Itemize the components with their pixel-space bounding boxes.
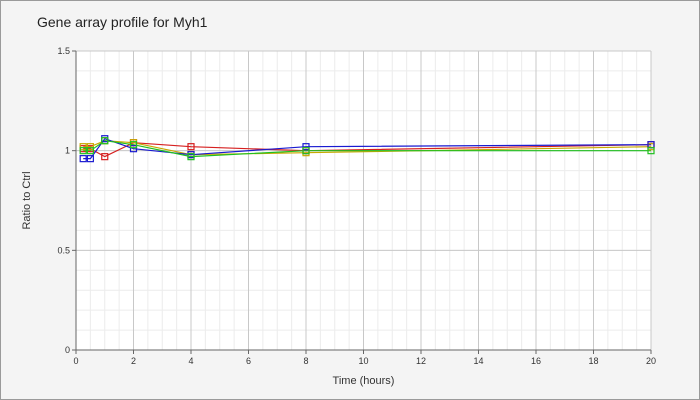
- series-4-point: [647, 147, 655, 155]
- series-1-point: [101, 153, 109, 161]
- y-tick-label: 1: [65, 146, 70, 156]
- series-4-point: [187, 153, 195, 161]
- x-tick-label: 6: [246, 356, 251, 366]
- series-1-point: [187, 143, 195, 151]
- x-tick-label: 8: [303, 356, 308, 366]
- x-tick-label: 10: [358, 356, 368, 366]
- series-4-point: [101, 137, 109, 145]
- series-4-point: [86, 147, 94, 155]
- series-line-3: [83, 137, 652, 160]
- series-3-point: [129, 145, 138, 153]
- chart-title: Gene array profile for Myh1: [37, 14, 208, 30]
- series-3-point: [302, 143, 310, 151]
- series-4-point: [302, 147, 310, 155]
- series-3-point: [79, 155, 87, 163]
- x-tick-label: 0: [73, 356, 78, 366]
- y-tick-label: 0.5: [57, 245, 70, 255]
- y-tick-label: 1.5: [57, 46, 70, 56]
- series-4-point: [79, 147, 87, 155]
- x-tick-label: 2: [131, 356, 136, 366]
- x-tick-label: 16: [531, 356, 541, 366]
- y-axis-ticks: 0 0.5 1 1.5: [57, 46, 76, 355]
- series-4-point: [129, 141, 138, 149]
- x-tick-label: 20: [646, 356, 656, 366]
- x-tick-label: 12: [416, 356, 426, 366]
- x-tick-label: 4: [188, 356, 193, 366]
- y-tick-label: 0: [65, 345, 70, 355]
- x-tick-label: 18: [588, 356, 598, 366]
- series-line-2: [83, 140, 652, 156]
- x-axis-ticks: 0 2 4 6 8 10 12 14 16 18 20: [73, 350, 656, 366]
- y-axis-label: Ratio to Ctrl: [21, 171, 33, 229]
- series-2-point: [86, 143, 94, 151]
- x-tick-label: 14: [473, 356, 483, 366]
- x-axis-label: Time (hours): [333, 375, 395, 387]
- series-line-4: [83, 140, 651, 158]
- series-2-point: [79, 143, 87, 151]
- series-3-point: [86, 155, 94, 163]
- series-group: [79, 135, 655, 163]
